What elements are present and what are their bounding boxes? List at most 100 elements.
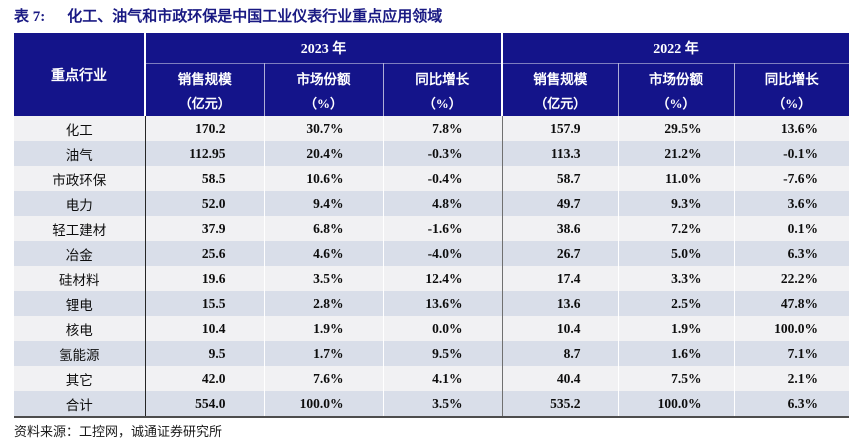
value-cell: 7.1% <box>734 341 850 366</box>
table-row: 核电 10.4 1.9% 0.0% 10.4 1.9% 100.0% <box>14 316 850 341</box>
value-cell: 157.9 <box>502 116 619 141</box>
value-cell: 7.5% <box>618 366 735 391</box>
value-cell: 20.4% <box>264 141 384 166</box>
column-header-sales-2023: 销售规模 （亿元） <box>145 63 264 116</box>
value-cell: 9.3% <box>618 191 735 216</box>
value-cell: 7.2% <box>618 216 735 241</box>
value-cell: 100.0% <box>264 391 384 417</box>
column-header-growth-2022: 同比增长 （%） <box>733 63 850 116</box>
value-cell: 21.2% <box>618 141 735 166</box>
value-cell: 11.0% <box>618 166 735 191</box>
value-cell: 9.4% <box>264 191 384 216</box>
value-cell: 0.0% <box>383 316 503 341</box>
industry-cell: 轻工建材 <box>14 216 146 241</box>
table-caption: 表 7: 化工、油气和市政环保是中国工业仪表行业重点应用领域 <box>14 7 849 27</box>
industry-cell: 冶金 <box>14 241 146 266</box>
value-cell: 5.0% <box>618 241 735 266</box>
value-cell: -0.4% <box>383 166 503 191</box>
value-cell: 9.5 <box>145 341 265 366</box>
value-cell: 19.6 <box>145 266 265 291</box>
value-cell: 100.0% <box>618 391 735 417</box>
source-note: 资料来源：工控网，诚通证券研究所 <box>14 424 223 439</box>
value-cell: -4.0% <box>383 241 503 266</box>
industry-cell: 核电 <box>14 316 146 341</box>
value-cell: -1.6% <box>383 216 503 241</box>
value-cell: 37.9 <box>145 216 265 241</box>
value-cell: 2.8% <box>264 291 384 316</box>
value-cell: 13.6 <box>502 291 619 316</box>
year-group-2022: 2022 年 <box>501 33 850 64</box>
table-row: 硅材料 19.6 3.5% 12.4% 17.4 3.3% 22.2% <box>14 266 850 291</box>
value-cell: 12.4% <box>383 266 503 291</box>
value-cell: -7.6% <box>734 166 850 191</box>
value-cell: 6.8% <box>264 216 384 241</box>
table-row: 市政环保 58.5 10.6% -0.4% 58.7 11.0% -7.6% <box>14 166 850 191</box>
value-cell: 6.3% <box>734 391 850 417</box>
industry-cell: 合计 <box>14 391 146 417</box>
value-cell: 4.8% <box>383 191 503 216</box>
value-cell: 6.3% <box>734 241 850 266</box>
table-header: 重点行业 2023 年 2022 年 销售规模 （亿元） 市场份额 （%） 同比… <box>14 33 850 116</box>
value-cell: 10.6% <box>264 166 384 191</box>
industry-cell: 化工 <box>14 116 146 141</box>
value-cell: -0.1% <box>734 141 850 166</box>
value-cell: 13.6% <box>383 291 503 316</box>
table-row: 电力 52.0 9.4% 4.8% 49.7 9.3% 3.6% <box>14 191 850 216</box>
value-cell: -0.3% <box>383 141 503 166</box>
value-cell: 47.8% <box>734 291 850 316</box>
table-row: 合计 554.0 100.0% 3.5% 535.2 100.0% 6.3% <box>14 391 850 417</box>
value-cell: 10.4 <box>145 316 265 341</box>
value-cell: 15.5 <box>145 291 265 316</box>
value-cell: 49.7 <box>502 191 619 216</box>
year-group-2023: 2023 年 <box>145 33 503 64</box>
value-cell: 4.6% <box>264 241 384 266</box>
value-cell: 3.5% <box>264 266 384 291</box>
industry-cell: 市政环保 <box>14 166 146 191</box>
value-cell: 22.2% <box>734 266 850 291</box>
column-header-industry: 重点行业 <box>14 33 146 116</box>
value-cell: 170.2 <box>145 116 265 141</box>
value-cell: 10.4 <box>502 316 619 341</box>
table-body: 化工 170.2 30.7% 7.8% 157.9 29.5% 13.6% 油气 112.95 2… <box>14 116 850 417</box>
value-cell: 7.8% <box>383 116 503 141</box>
value-cell: 8.7 <box>502 341 619 366</box>
industry-cell: 油气 <box>14 141 146 166</box>
value-cell: 58.7 <box>502 166 619 191</box>
value-cell: 52.0 <box>145 191 265 216</box>
table-row: 锂电 15.5 2.8% 13.6% 13.6 2.5% 47.8% <box>14 291 850 316</box>
value-cell: 9.5% <box>383 341 503 366</box>
column-header-sales-2022: 销售规模 （亿元） <box>501 63 619 116</box>
value-cell: 2.5% <box>618 291 735 316</box>
value-cell: 3.6% <box>734 191 850 216</box>
industry-cell: 电力 <box>14 191 146 216</box>
table-number-label: 表 7: <box>14 9 46 25</box>
column-header-growth-2023: 同比增长 （%） <box>382 63 503 116</box>
value-cell: 40.4 <box>502 366 619 391</box>
industry-cell: 硅材料 <box>14 266 146 291</box>
value-cell: 13.6% <box>734 116 850 141</box>
value-cell: 0.1% <box>734 216 850 241</box>
value-cell: 1.9% <box>264 316 384 341</box>
value-cell: 1.7% <box>264 341 384 366</box>
column-header-share-2023: 市场份额 （%） <box>263 63 383 116</box>
value-cell: 26.7 <box>502 241 619 266</box>
value-cell: 3.5% <box>383 391 503 417</box>
value-cell: 2.1% <box>734 366 850 391</box>
value-cell: 38.6 <box>502 216 619 241</box>
table-row: 冶金 25.6 4.6% -4.0% 26.7 5.0% 6.3% <box>14 241 850 266</box>
industry-cell: 锂电 <box>14 291 146 316</box>
table-row: 油气 112.95 20.4% -0.3% 113.3 21.2% -0.1% <box>14 141 850 166</box>
table-row: 氢能源 9.5 1.7% 9.5% 8.7 1.6% 7.1% <box>14 341 850 366</box>
column-header-share-2022: 市场份额 （%） <box>617 63 735 116</box>
value-cell: 25.6 <box>145 241 265 266</box>
table-row: 化工 170.2 30.7% 7.8% 157.9 29.5% 13.6% <box>14 116 850 141</box>
value-cell: 3.3% <box>618 266 735 291</box>
value-cell: 554.0 <box>145 391 265 417</box>
value-cell: 535.2 <box>502 391 619 417</box>
value-cell: 7.6% <box>264 366 384 391</box>
value-cell: 42.0 <box>145 366 265 391</box>
value-cell: 100.0% <box>734 316 850 341</box>
value-cell: 29.5% <box>618 116 735 141</box>
value-cell: 1.6% <box>618 341 735 366</box>
industry-data-table: 重点行业 2023 年 2022 年 销售规模 （亿元） 市场份额 （%） 同比… <box>14 33 850 418</box>
